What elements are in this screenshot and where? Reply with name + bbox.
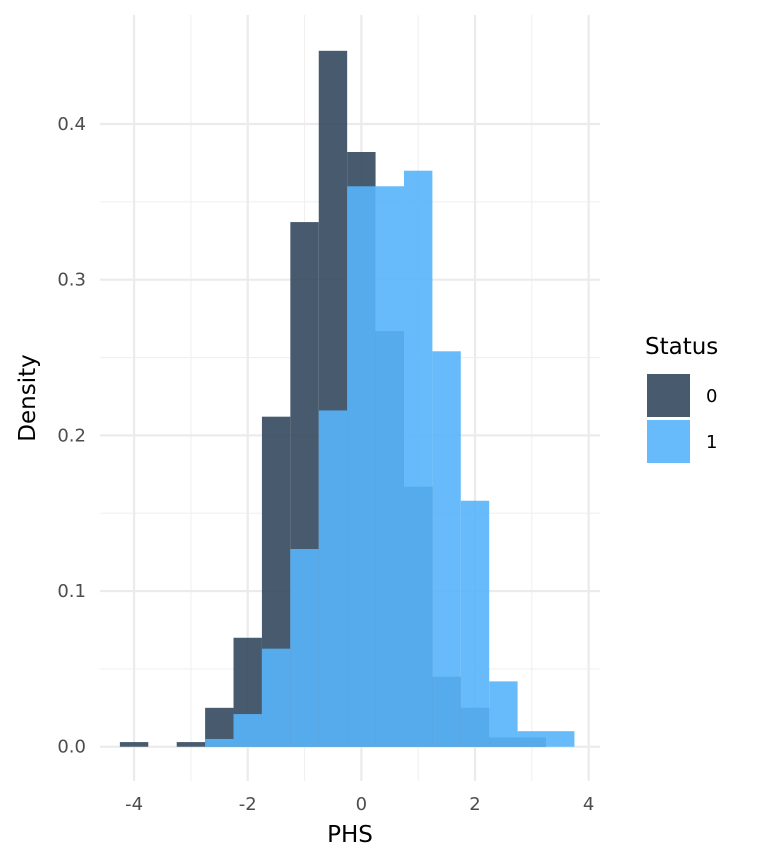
series-1-bar	[375, 186, 404, 747]
y-tick-label: 0.1	[57, 581, 86, 602]
x-axis-ticks: -4 -2 0 2 4	[125, 794, 594, 815]
y-tick-label: 0.4	[57, 114, 86, 135]
y-tick-label: 0.3	[57, 270, 86, 291]
legend-label-series-0: 0	[706, 386, 717, 407]
legend-key-series-0	[647, 374, 690, 417]
series-1-bar	[489, 681, 518, 747]
legend-label-series-1: 1	[706, 432, 717, 453]
x-tick-label: 0	[356, 794, 367, 815]
series-1-bar	[347, 186, 376, 747]
series-1-bars	[205, 170, 575, 747]
series-1-bar	[403, 170, 433, 747]
y-tick-label: 0.0	[57, 737, 86, 758]
x-tick-label: 2	[469, 794, 480, 815]
legend-key-series-1	[647, 420, 690, 463]
x-tick-label: 4	[583, 794, 594, 815]
series-0-bar	[119, 742, 149, 747]
legend-title: Status	[645, 334, 718, 360]
x-axis-title: PHS	[327, 822, 373, 848]
legend: Status 0 1	[645, 334, 718, 463]
series-0-bar	[176, 742, 206, 747]
series-1-bar	[546, 731, 575, 747]
y-axis-ticks: 0.0 0.1 0.2 0.3 0.4	[57, 114, 86, 758]
y-axis-title: Density	[15, 354, 41, 441]
series-1-bar	[318, 410, 348, 747]
series-1-bar	[261, 648, 291, 747]
x-tick-label: -4	[125, 794, 143, 815]
series-1-bar	[233, 714, 262, 747]
series-1-bar	[432, 351, 461, 747]
series-1-bar	[460, 500, 490, 747]
series-1-bar	[205, 738, 234, 747]
series-1-bar	[290, 549, 319, 747]
series-1-bar	[517, 731, 547, 747]
x-tick-label: -2	[239, 794, 257, 815]
y-tick-label: 0.2	[57, 425, 86, 446]
